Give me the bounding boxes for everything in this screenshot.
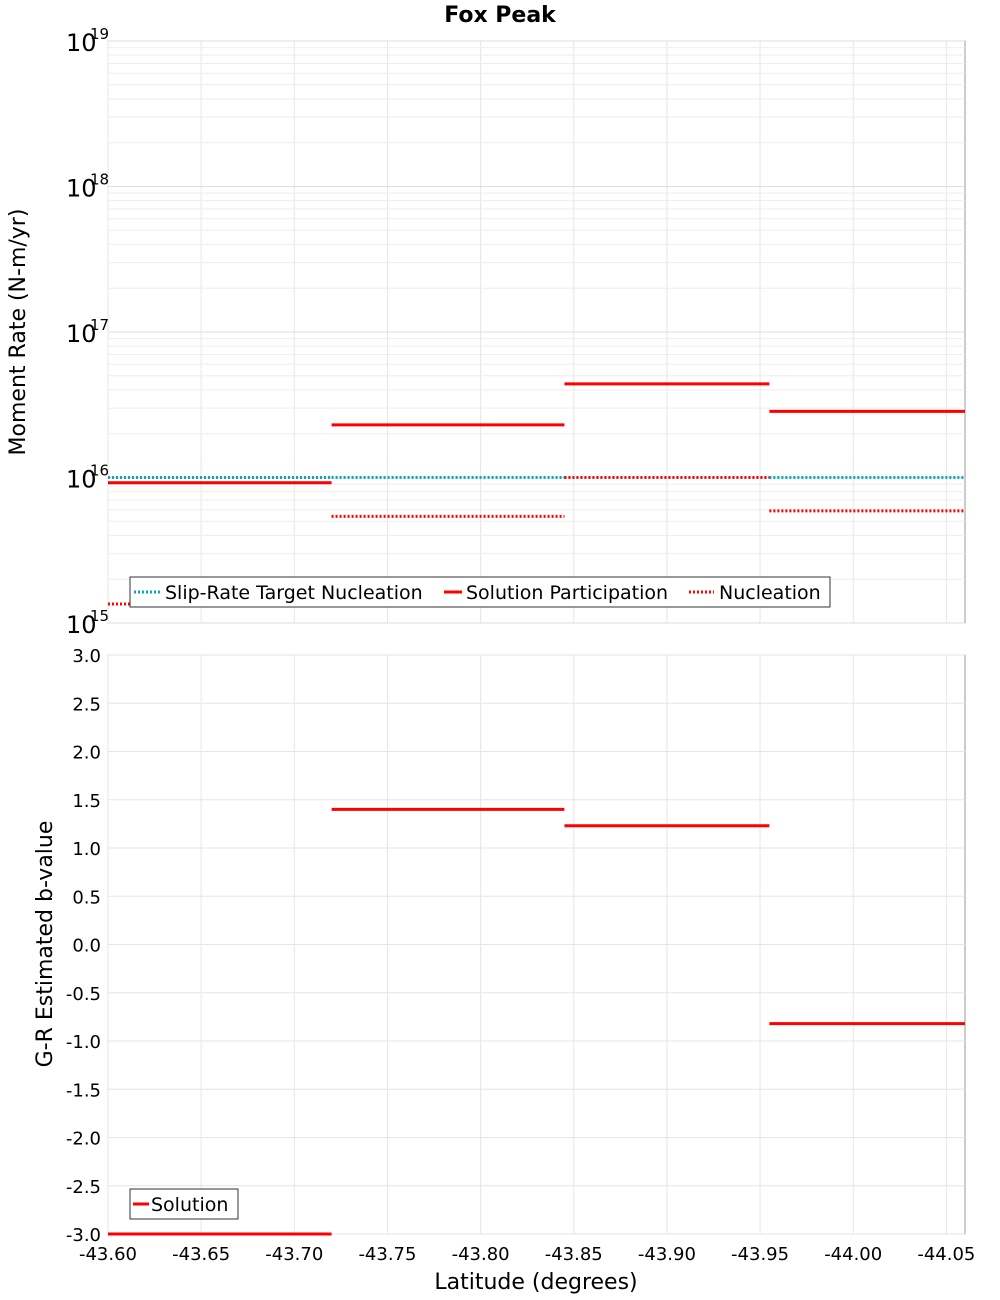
y-tick-label: 0.0 <box>72 936 101 957</box>
y-tick-label: -1.5 <box>66 1080 101 1101</box>
x-tick-label: -44.05 <box>917 1244 975 1265</box>
y-tick-label: 2.5 <box>72 694 101 715</box>
y-tick-exponent: 18 <box>90 171 109 189</box>
y-tick-label: -2.5 <box>66 1177 101 1198</box>
y-tick-exponent: 16 <box>90 462 109 480</box>
x-axis-label: Latitude (degrees) <box>434 1270 637 1295</box>
y-tick-label: 2.0 <box>72 743 101 764</box>
y-tick-label: 1.5 <box>72 791 101 812</box>
legend-label-slip-rate-target: Slip-Rate Target Nucleation <box>165 582 423 604</box>
y-tick-label: -2.0 <box>66 1129 101 1150</box>
b-value-legend: Solution <box>129 1188 239 1220</box>
y-tick-exponent: 17 <box>90 316 109 334</box>
y-tick-label: -1.0 <box>66 1032 101 1053</box>
b-value-y-ticks: 3.0 2.5 2.0 1.5 1.0 0.5 0.0 -0.5 -1.0 -1.5 -2.0 -2.… <box>66 646 101 1246</box>
y-tick-exponent: 19 <box>90 25 109 43</box>
x-tick-label: -43.80 <box>452 1244 510 1265</box>
y-tick-label: 0.5 <box>72 887 101 908</box>
x-tick-label: -43.95 <box>731 1244 789 1265</box>
x-tick-label: -43.75 <box>358 1244 416 1265</box>
legend-label-solution: Solution <box>151 1194 228 1216</box>
b-value-plot: 3.0 2.5 2.0 1.5 1.0 0.5 0.0 -0.5 -1.0 -1.5 -2.0 -2.… <box>33 646 975 1295</box>
y-tick-label: 10 <box>66 29 97 57</box>
x-tick-label: -44.00 <box>824 1244 882 1265</box>
y-tick-label: -3.0 <box>66 1225 101 1246</box>
y-tick-label: 10 <box>66 611 97 639</box>
legend-label-nucleation: Nucleation <box>719 582 821 604</box>
x-tick-label: -43.85 <box>545 1244 603 1265</box>
x-tick-label: -43.60 <box>79 1244 137 1265</box>
b-value-y-axis-label: G-R Estimated b-value <box>33 821 58 1068</box>
moment-rate-y-axis-label: Moment Rate (N-m/yr) <box>6 209 31 456</box>
legend-label-solution-participation: Solution Participation <box>466 582 668 604</box>
y-tick-exponent: 15 <box>90 607 109 625</box>
y-tick-label: 10 <box>66 466 97 494</box>
y-tick-label: -0.5 <box>66 984 101 1005</box>
x-tick-label: -43.65 <box>172 1244 230 1265</box>
moment-rate-legend: Slip-Rate Target Nucleation Solution Par… <box>129 576 831 608</box>
x-tick-label: -43.90 <box>638 1244 696 1265</box>
b-value-grid <box>107 654 965 1235</box>
y-tick-label: 10 <box>66 175 97 203</box>
moment-rate-grid <box>107 40 965 624</box>
y-tick-label: 10 <box>66 320 97 348</box>
x-ticks: -43.60 -43.65 -43.70 -43.75 -43.80 -43.85 -43.… <box>79 1244 975 1265</box>
b-value-series <box>108 807 965 1236</box>
x-tick-label: -43.70 <box>265 1244 323 1265</box>
chart-title: Fox Peak <box>444 3 557 28</box>
y-tick-label: 1.0 <box>72 839 101 860</box>
y-tick-label: 3.0 <box>72 646 101 667</box>
